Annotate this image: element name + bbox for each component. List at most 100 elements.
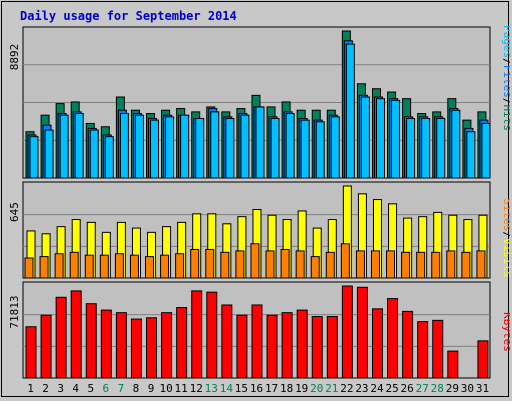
day-label-3: 3: [57, 382, 64, 395]
kbytes-bar-18: [281, 312, 293, 379]
legend-hits-files-pages-part-1: Pages: [501, 25, 510, 58]
sites-bar-11: [175, 253, 185, 279]
sites-bar-16: [250, 243, 260, 279]
kbytes-bar-2: [40, 314, 52, 379]
kbytes-bar-16: [251, 304, 263, 379]
day-label-20: 20: [310, 382, 323, 395]
sites-bar-4: [69, 251, 79, 279]
sites-bar-1: [24, 257, 34, 279]
chart-title: Daily usage for September 2014: [20, 9, 237, 23]
day-label-4: 4: [72, 382, 79, 395]
legend-visits-sites-part-1: Sites: [501, 198, 510, 231]
kbytes-bar-17: [266, 314, 278, 379]
sites-bar-22: [340, 243, 350, 279]
sites-bar-12: [190, 248, 200, 279]
legend-kbytes: KBytes: [501, 312, 510, 352]
pages-bar-20: [315, 121, 325, 179]
day-label-15: 15: [235, 382, 248, 395]
sites-bar-3: [54, 253, 64, 279]
day-label-22: 22: [340, 382, 353, 395]
day-label-31: 31: [476, 382, 489, 395]
kbytes-bar-29: [447, 350, 459, 379]
pages-bar-22: [345, 43, 355, 179]
sites-bar-30: [461, 251, 471, 279]
day-label-19: 19: [295, 382, 308, 395]
sites-bar-2: [39, 256, 49, 279]
pages-bar-21: [330, 116, 340, 179]
pages-bar-10: [165, 116, 175, 179]
day-label-8: 8: [133, 382, 140, 395]
kbytes-bar-19: [296, 309, 308, 379]
day-label-14: 14: [220, 382, 234, 395]
kbytes-bar-31: [477, 340, 489, 379]
day-label-16: 16: [250, 382, 263, 395]
pages-bar-6: [104, 136, 114, 179]
pages-bar-26: [406, 117, 416, 179]
legend-hits-files-pages-part-4: /: [501, 98, 510, 105]
pages-bar-16: [255, 106, 265, 179]
pages-bar-28: [436, 117, 446, 179]
day-label-28: 28: [431, 382, 444, 395]
sites-bar-18: [280, 248, 290, 279]
legend-kbytes-part-1: KBytes: [501, 312, 510, 352]
ymax-label-1: 8892: [8, 44, 21, 71]
sites-bar-15: [235, 250, 245, 279]
legend-hits-files-pages-part-5: Hits: [501, 105, 510, 132]
kbytes-bar-11: [176, 307, 188, 379]
day-label-6: 6: [103, 382, 110, 395]
kbytes-bar-24: [371, 308, 383, 379]
pages-bar-11: [180, 114, 190, 179]
kbytes-bar-9: [146, 317, 158, 379]
pages-bar-7: [119, 113, 129, 179]
legend-hits-files-pages-part-2: /: [501, 58, 510, 65]
pages-bar-2: [44, 129, 54, 179]
ymax-label-3: 71813: [8, 295, 21, 328]
kbytes-bar-25: [387, 298, 399, 379]
pages-bar-14: [225, 117, 235, 179]
pages-bar-18: [285, 113, 295, 179]
sites-bar-29: [446, 250, 456, 279]
day-label-21: 21: [325, 382, 338, 395]
pages-bar-17: [270, 117, 280, 179]
sites-bar-14: [220, 251, 230, 279]
sites-bar-26: [401, 251, 411, 279]
kbytes-bar-14: [221, 304, 233, 379]
pages-bar-13: [210, 111, 220, 179]
day-label-11: 11: [175, 382, 188, 395]
kbytes-bar-8: [130, 318, 142, 379]
kbytes-bar-28: [432, 319, 444, 379]
day-label-1: 1: [27, 382, 34, 395]
pages-bar-31: [481, 122, 491, 179]
pages-bar-15: [240, 114, 250, 179]
sites-bar-13: [205, 248, 215, 279]
day-label-9: 9: [148, 382, 155, 395]
kbytes-bar-6: [100, 309, 112, 379]
sites-bar-20: [310, 256, 320, 279]
day-label-29: 29: [446, 382, 459, 395]
sites-bar-23: [355, 250, 365, 279]
pages-bar-4: [74, 113, 84, 179]
pages-bar-27: [421, 117, 431, 179]
pages-bar-5: [89, 129, 99, 179]
kbytes-bar-23: [356, 286, 368, 379]
pages-bar-25: [391, 99, 401, 179]
kbytes-bar-12: [191, 290, 203, 379]
day-label-24: 24: [370, 382, 384, 395]
day-label-12: 12: [190, 382, 203, 395]
legend-visits-sites: Sites/Visits: [501, 198, 510, 278]
kbytes-bar-15: [236, 314, 248, 379]
pages-bar-29: [451, 109, 461, 179]
day-label-27: 27: [416, 382, 429, 395]
day-label-23: 23: [355, 382, 368, 395]
sites-bar-21: [325, 251, 335, 279]
pages-bar-3: [59, 114, 69, 179]
day-label-10: 10: [159, 382, 172, 395]
legend-visits-sites-part-2: /: [501, 231, 510, 238]
usage-chart: 889264571813Pages/Files/HitsSites/Visits…: [8, 25, 510, 395]
day-label-25: 25: [385, 382, 398, 395]
legend-hits-files-pages: Pages/Files/Hits: [501, 25, 510, 131]
day-label-13: 13: [205, 382, 218, 395]
kbytes-bar-20: [311, 316, 323, 379]
pages-bar-1: [29, 136, 39, 179]
day-label-18: 18: [280, 382, 293, 395]
